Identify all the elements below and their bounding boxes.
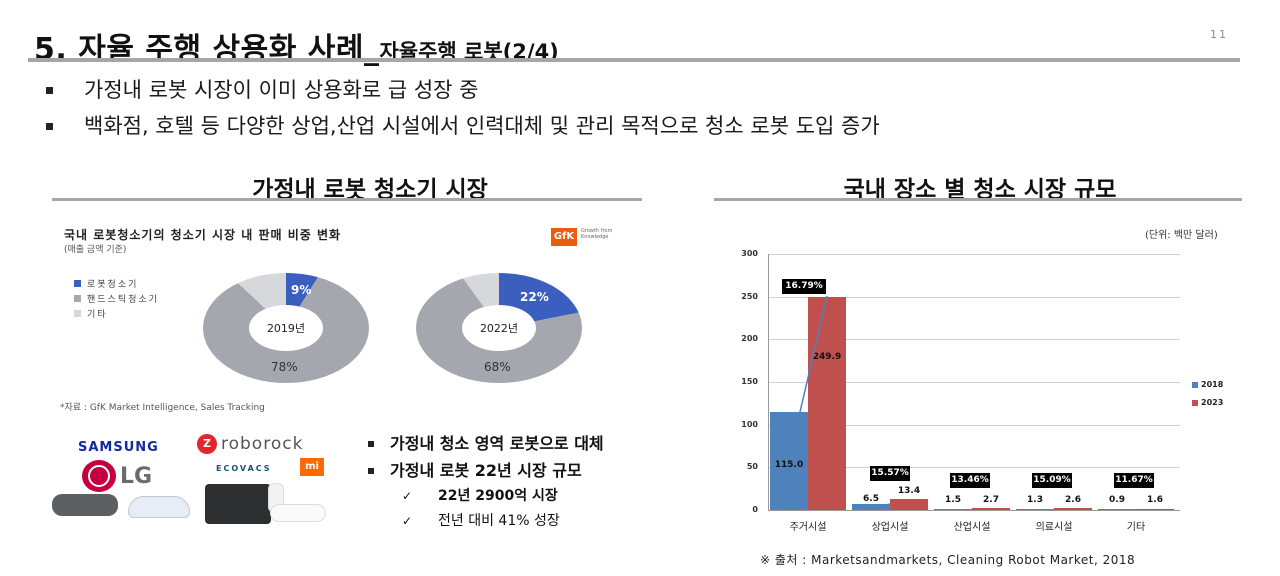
- value-label: 1.5: [945, 495, 961, 505]
- value-label: 2.6: [1065, 495, 1081, 505]
- value-label: 0.9: [1109, 495, 1125, 505]
- donut-chart-title: 국내 로봇청소기의 청소기 시장 내 판매 비중 변화: [64, 228, 342, 242]
- cagr-label: 15.09%: [1032, 473, 1072, 488]
- roborock-icon: Z: [197, 434, 217, 454]
- value-label: 1.3: [1027, 495, 1043, 505]
- gfk-logo: GfK: [551, 228, 577, 246]
- donut-center-label: 2019년: [249, 305, 323, 351]
- page-number: 11: [1210, 28, 1228, 41]
- legend-swatch: [1192, 399, 1198, 406]
- lg-icon: [82, 460, 116, 492]
- y-tick: 250: [741, 292, 758, 301]
- gridline: [768, 467, 1180, 468]
- left-section-divider: [52, 198, 642, 201]
- x-axis: [768, 510, 1180, 511]
- legend-item-other: 기타: [74, 306, 159, 321]
- bar-2023-residential: [808, 297, 846, 510]
- cagr-label: 15.57%: [870, 466, 910, 481]
- donut-chart-2022: 2022년 22% 68%: [416, 273, 582, 383]
- y-tick: 150: [741, 377, 758, 386]
- donut-label-robot: 9%: [291, 283, 312, 297]
- legend-swatch: [74, 310, 81, 317]
- x-category: 기타: [1126, 522, 1146, 533]
- donut-chart-subtitle: (매출 금액 기준): [64, 245, 127, 255]
- lg-logo: LG: [82, 460, 152, 492]
- y-tick: 100: [741, 420, 758, 429]
- lg-robot-image: [52, 494, 118, 516]
- check-icon: ✓: [402, 489, 413, 503]
- bullet-item: 백화점, 호텔 등 다양한 상업,산업 시설에서 인력대체 및 관리 목적으로 …: [46, 108, 880, 144]
- bar-2018-medical: [1016, 509, 1054, 510]
- chart-unit: (단위: 백만 달러): [1145, 230, 1218, 241]
- roborock-logo: Z roborock: [197, 434, 303, 454]
- legend-2018: 2018: [1192, 380, 1223, 389]
- samsung-logo: SAMSUNG: [78, 440, 159, 455]
- bar-2018-other: [1098, 509, 1136, 510]
- bar-2023-industrial: [972, 508, 1010, 510]
- bullet-item: 가정내 로봇 시장이 이미 상용화로 급 성장 중: [46, 72, 880, 108]
- gridline: [768, 425, 1180, 426]
- point-item: 가정내 청소 영역 로봇으로 대체: [366, 430, 604, 457]
- market-points: 가정내 청소 영역 로봇으로 대체 가정내 로봇 22년 시장 규모 ✓ 22년 …: [366, 430, 604, 534]
- value-label: 6.5: [863, 494, 879, 504]
- y-tick: 50: [746, 462, 758, 471]
- right-section-divider: [714, 198, 1242, 201]
- bar-2018-residential: [770, 412, 808, 510]
- xiaomi-robot-image: [270, 504, 326, 522]
- cagr-label: 13.46%: [950, 473, 990, 488]
- bar-2018-industrial: [934, 509, 972, 510]
- bar-2023-medical: [1054, 508, 1092, 510]
- donut-source: *자료 : GfK Market Intelligence, Sales Tra…: [60, 403, 265, 413]
- x-category: 상업시설: [871, 522, 909, 533]
- bar-2023-commercial: [890, 499, 928, 510]
- gridline: [768, 382, 1180, 383]
- legend-swatch: [74, 280, 81, 287]
- y-tick: 200: [741, 334, 758, 343]
- donut-label-stick: 68%: [484, 360, 511, 374]
- point-item: 가정내 로봇 22년 시장 규모: [366, 457, 604, 484]
- bar-2023-other: [1136, 509, 1174, 510]
- legend-item-stick: 핸드스틱청소기: [74, 291, 159, 306]
- gridline: [768, 254, 1180, 255]
- value-label: 249.9: [812, 352, 842, 362]
- donut-label-robot: 22%: [520, 290, 549, 304]
- donut-chart-2019: 2019년 9% 78%: [203, 273, 369, 383]
- bar-2018-commercial: [852, 504, 890, 510]
- value-label: 2.7: [983, 495, 999, 505]
- donut-label-stick: 78%: [271, 360, 298, 374]
- legend-swatch: [74, 295, 81, 302]
- ecovacs-robot-image: [205, 484, 271, 524]
- chart-source: ※ 출처 : Marketsandmarkets, Cleaning Robot…: [760, 553, 1136, 567]
- samsung-robot-image: [128, 496, 190, 518]
- gridline: [768, 297, 1180, 298]
- growth-arrows: [799, 295, 905, 507]
- donut-center-label: 2022년: [462, 305, 536, 351]
- ecovacs-logo: ECOVACS: [216, 464, 272, 473]
- x-category: 산업시설: [953, 522, 991, 533]
- y-tick: 300: [741, 249, 758, 258]
- gfk-tagline: Growth from Knowledge: [581, 228, 613, 240]
- cagr-label: 16.79%: [782, 279, 826, 294]
- y-axis: [768, 254, 769, 510]
- value-label: 1.6: [1147, 495, 1163, 505]
- value-label: 13.4: [897, 486, 921, 496]
- xiaomi-logo: mi: [300, 458, 324, 476]
- donut-legend: 로봇청소기 핸드스틱청소기 기타: [74, 276, 159, 321]
- bar-chart: 300 250 200 150 100 50 0 115.0 249.9 16.…: [741, 249, 1180, 533]
- value-label: 115.0: [774, 460, 804, 470]
- x-category: 의료시설: [1035, 522, 1073, 533]
- title-divider: [28, 58, 1240, 62]
- legend-2023: 2023: [1192, 398, 1223, 407]
- x-category: 주거시설: [789, 522, 827, 533]
- check-item: ✓ 전년 대비 41% 성장: [366, 509, 604, 534]
- summary-bullets: 가정내 로봇 시장이 이미 상용화로 급 성장 중 백화점, 호텔 등 다양한 …: [46, 72, 880, 144]
- check-icon: ✓: [402, 514, 413, 528]
- legend-item-robot: 로봇청소기: [74, 276, 159, 291]
- check-item: ✓ 22년 2900억 시장: [366, 484, 604, 509]
- cagr-label: 11.67%: [1114, 473, 1154, 488]
- y-tick: 0: [752, 505, 758, 514]
- gridline: [768, 339, 1180, 340]
- legend-swatch: [1192, 381, 1198, 388]
